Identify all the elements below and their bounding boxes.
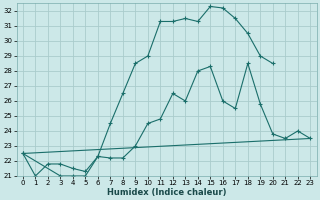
X-axis label: Humidex (Indice chaleur): Humidex (Indice chaleur)	[107, 188, 226, 197]
